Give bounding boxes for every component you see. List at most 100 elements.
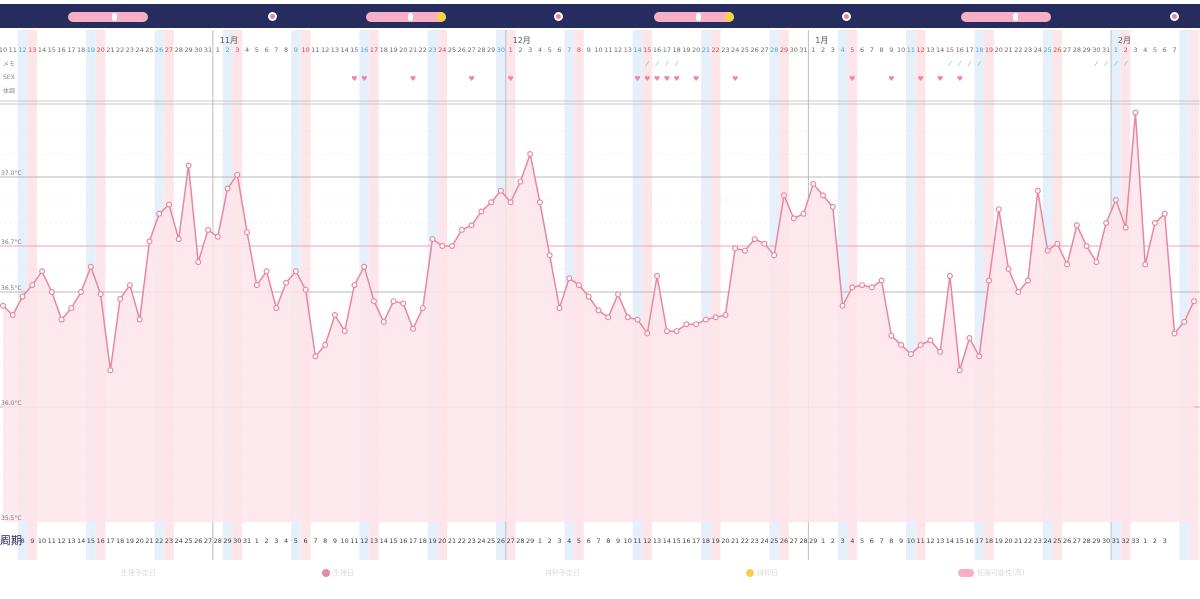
x-date-label: 27	[467, 46, 475, 54]
x-date-label: 14	[38, 46, 46, 54]
heart-icon: ♥	[957, 75, 963, 83]
x-date-label: 31	[799, 46, 807, 54]
period-start-icon[interactable]	[268, 12, 277, 21]
temperature-point	[878, 277, 885, 284]
x-date-label: 22	[116, 46, 124, 54]
x-date-label: 2	[518, 46, 522, 54]
cycle-day-label: 27	[1073, 537, 1081, 545]
temperature-point	[419, 305, 426, 312]
cycle-day-label: 29	[809, 537, 817, 545]
fertile-window-pill[interactable]	[366, 12, 446, 22]
cycle-day-label: 19	[428, 537, 436, 545]
cycle-day-label: 23	[751, 537, 759, 545]
saturday-band	[906, 30, 916, 560]
temperature-point	[146, 238, 153, 245]
x-date-label: 16	[57, 46, 65, 54]
period-start-icon[interactable]	[842, 12, 851, 21]
cycle-day-label: 14	[663, 537, 671, 545]
temperature-point	[322, 341, 329, 348]
period-start-icon[interactable]	[1170, 12, 1179, 21]
cycle-day-label: 1	[1143, 537, 1147, 545]
temperature-point	[605, 314, 612, 321]
cycle-day-label: 7	[313, 537, 317, 545]
temperature-point	[468, 222, 475, 229]
x-date-label: 19	[389, 46, 397, 54]
x-date-label: 16	[956, 46, 964, 54]
fertile-window-pill[interactable]	[961, 12, 1051, 22]
temperature-point	[829, 203, 836, 210]
temperature-point	[527, 151, 534, 158]
legend-marker-icon	[746, 569, 754, 577]
memo-icon: ⁄	[947, 60, 952, 68]
x-date-label: 24	[731, 46, 739, 54]
cycle-day-label: 13	[936, 537, 944, 545]
heart-icon: ♥	[693, 75, 699, 83]
cycle-day-label: 26	[497, 537, 505, 545]
x-date-label: 7	[567, 46, 571, 54]
x-date-label: 9	[889, 46, 893, 54]
x-date-label: 8	[880, 46, 884, 54]
heart-icon: ♥	[410, 75, 416, 83]
axis-labels: 37.0°C36.7°C36.5°C36.0°C35.5°C1061171281…	[0, 36, 1177, 545]
temperature-point	[985, 277, 992, 284]
cycle-day-label: 10	[907, 537, 915, 545]
temperature-point	[439, 243, 446, 250]
cycle-day-label: 28	[516, 537, 524, 545]
month-label: 12月	[513, 36, 531, 45]
x-date-label: 24	[438, 46, 446, 54]
temperature-point	[341, 328, 348, 335]
x-date-label: 28	[1073, 46, 1081, 54]
x-date-label: 8	[577, 46, 581, 54]
row-label-memo: メモ	[3, 61, 15, 68]
basal-temperature-chart: ⁄ ⁄ ⁄ ⁄ ⁄ ⁄ ⁄ ⁄ ⁄ ⁄ ⁄ ⁄♥ ♥ ♥ ♥ ♥ ♥ ♥ ♥ ♥ ♥ ♥ ♥ ♥ ♥ ♥ ♥ ♥ 37.0°C36.7…	[0, 30, 1200, 560]
cycle-day-label: 3	[557, 537, 561, 545]
legend-item: 排卵日	[746, 568, 778, 578]
heart-icon: ♥	[654, 75, 660, 83]
cycle-day-label: 20	[136, 537, 144, 545]
temperature-point	[810, 180, 817, 187]
temperature-point	[1093, 259, 1100, 266]
temperature-point	[283, 279, 290, 286]
x-date-label: 25	[1043, 46, 1051, 54]
cycle-day-label: 8	[606, 537, 610, 545]
temperature-point	[39, 268, 46, 275]
month-label: 11月	[220, 36, 238, 45]
cycle-day-label: 29	[223, 537, 231, 545]
x-date-label: 12	[321, 46, 329, 54]
x-date-label: 29	[184, 46, 192, 54]
temperature-point	[693, 321, 700, 328]
y-tick-label: 35.5°C	[1, 515, 22, 522]
x-date-label: 17	[663, 46, 671, 54]
cycle-day-label: 19	[995, 537, 1003, 545]
cycle-day-label: 16	[96, 537, 104, 545]
temperature-point	[790, 215, 797, 222]
temperature-point	[683, 321, 690, 328]
temperature-point	[185, 162, 192, 169]
heart-icon: ♥	[507, 75, 513, 83]
sunday-band	[369, 30, 379, 560]
cycle-day-label: 25	[184, 537, 192, 545]
cycle-day-label: 17	[106, 537, 114, 545]
cycle-day-label: 31	[1112, 537, 1120, 545]
period-start-icon[interactable]	[554, 12, 563, 21]
x-date-label: 16	[360, 46, 368, 54]
cycle-day-label: 18	[985, 537, 993, 545]
x-date-label: 8	[284, 46, 288, 54]
fertile-window-pill[interactable]	[68, 12, 148, 22]
temperature-point	[224, 185, 231, 192]
cycle-day-label: 23	[1034, 537, 1042, 545]
temperature-point	[917, 341, 924, 348]
fertile-window-pill[interactable]	[654, 12, 734, 22]
temperature-point	[1005, 266, 1012, 273]
x-date-label: 30	[497, 46, 505, 54]
cycle-day-label: 22	[1024, 537, 1032, 545]
cycle-day-label: 10	[38, 537, 46, 545]
y-tick-label: 36.7°C	[1, 239, 22, 246]
y-tick-label: 36.0°C	[1, 400, 22, 407]
temperature-point	[1083, 243, 1090, 250]
x-date-label: 16	[653, 46, 661, 54]
heart-icon: ♥	[673, 75, 679, 83]
temperature-point	[97, 291, 104, 298]
cycle-day-label: 25	[487, 537, 495, 545]
temperature-point	[1112, 197, 1119, 204]
